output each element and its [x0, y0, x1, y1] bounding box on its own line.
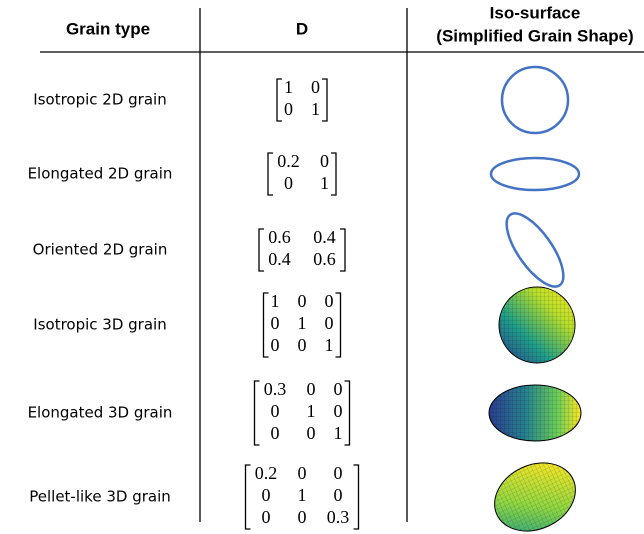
matrix-entry: 0 [320, 151, 329, 171]
matrix-entry: 0.2 [277, 151, 300, 171]
matrix-entry: 0 [298, 507, 307, 527]
matrix-entry: 0 [284, 173, 293, 193]
matrix-entry: 0 [334, 401, 343, 421]
matrix-entry: 1 [307, 401, 316, 421]
grain-type: Isotropic 3D grain [33, 316, 166, 334]
bracket [255, 381, 260, 445]
grain-type: Oriented 2D grain [33, 241, 168, 259]
header-cell: Grain type [66, 19, 150, 38]
grain-type: Elongated 3D grain [28, 404, 173, 422]
bracket [259, 229, 264, 271]
matrix-entry: 0.3 [327, 507, 350, 527]
bracket [354, 465, 359, 529]
matrix-entry: 1 [298, 485, 307, 505]
bracket [277, 79, 282, 121]
matrix-entry: 0 [325, 291, 334, 311]
bracket [264, 293, 269, 357]
bracket [331, 153, 336, 195]
shape-circle [502, 67, 568, 133]
matrix-entry: 0.4 [268, 249, 291, 269]
matrix-entry: 0 [271, 335, 280, 355]
matrix-entry: 0.6 [268, 227, 291, 247]
figure-table: Grain type D Iso-surface (Simplified Gra… [0, 0, 644, 534]
matrix-entry: 0 [298, 291, 307, 311]
matrix-entry: 0.2 [255, 463, 278, 483]
matrix-entry: 0 [334, 463, 343, 483]
shape-ellipse [491, 158, 579, 190]
matrix-entry: 1 [298, 313, 307, 333]
matrix-entry: 1 [271, 291, 280, 311]
header-cell: (Simplified Grain Shape) [436, 26, 633, 45]
header-cell: D [296, 19, 308, 38]
matrix-entry: 1 [325, 335, 334, 355]
header-cell: Iso-surface [490, 3, 581, 22]
bracket [322, 79, 327, 121]
bracket [336, 293, 341, 357]
matrix-entry: 0 [262, 507, 271, 527]
matrix-entry: 0 [271, 423, 280, 443]
matrix-entry: 0.4 [313, 227, 336, 247]
matrix-entry: 0 [298, 463, 307, 483]
bracket [268, 153, 273, 195]
grain-type: Isotropic 2D grain [33, 91, 166, 109]
matrix-entry: 0 [307, 423, 316, 443]
matrix-entry: 0 [271, 313, 280, 333]
matrix-entry: 1 [284, 77, 293, 97]
shape-spheroid [489, 385, 581, 441]
matrix-entry: 0 [307, 379, 316, 399]
shape-sphere [499, 287, 575, 363]
matrix-entry: 0 [271, 401, 280, 421]
matrix-entry: 1 [320, 173, 329, 193]
shape-pellet [483, 450, 586, 534]
matrix-entry: 0 [262, 485, 271, 505]
matrix-entry: 0 [325, 313, 334, 333]
matrix-entry: 1 [311, 99, 320, 119]
matrix-entry: 1 [334, 423, 343, 443]
matrix-entry: 0 [284, 99, 293, 119]
shape-oriented-ellipse [496, 205, 573, 295]
grain-type: Pellet-like 3D grain [29, 488, 171, 506]
matrix-entry: 0.3 [264, 379, 287, 399]
bracket [246, 465, 251, 529]
matrix-entry: 0 [334, 379, 343, 399]
matrix-entry: 0 [311, 77, 320, 97]
matrix-entry: 0.6 [313, 249, 336, 269]
matrix-entry: 0 [298, 335, 307, 355]
bracket [345, 381, 350, 445]
grain-type: Elongated 2D grain [28, 165, 173, 183]
bracket [340, 229, 345, 271]
matrix-entry: 0 [334, 485, 343, 505]
